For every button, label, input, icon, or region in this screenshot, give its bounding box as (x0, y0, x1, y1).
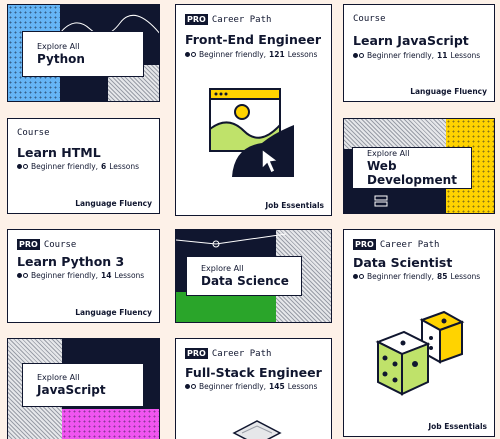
card-type-row: PRO Course (17, 239, 76, 250)
card-type-row: PRO Career Path (185, 348, 271, 359)
difficulty-label: Beginner friendly, (199, 382, 267, 391)
catalog-card-learn-html[interactable]: Course Learn HTML Beginner friendly, 6 L… (7, 118, 160, 214)
dice-icon (375, 310, 465, 396)
difficulty-label: Beginner friendly, (367, 51, 435, 60)
pro-badge: PRO (185, 14, 208, 25)
card-type-row: Course (17, 128, 50, 138)
card-meta: Beginner friendly, 121 Lessons (185, 50, 317, 59)
lessons-count: 145 (269, 382, 285, 391)
explore-category-title: Python (37, 52, 85, 66)
catalog-card-javascript[interactable]: Explore All JavaScript (7, 338, 160, 439)
card-title: Learn Python 3 (17, 254, 125, 269)
difficulty-dots-icon (185, 52, 196, 57)
pro-badge: PRO (17, 239, 40, 250)
card-meta: Beginner friendly, 14 Lessons (17, 271, 144, 280)
explore-category-title: Data Science (201, 274, 289, 288)
difficulty-dots-icon (353, 53, 364, 58)
lessons-count: 11 (437, 51, 448, 60)
lessons-label: Lessons (450, 272, 481, 281)
catalog-card-front-end-engineer[interactable]: PRO Career Path Front-End Engineer Begin… (175, 4, 332, 216)
catalog-card-python[interactable]: Explore All Python (7, 4, 160, 102)
difficulty-label: Beginner friendly, (199, 50, 267, 59)
card-title: Learn JavaScript (353, 33, 469, 48)
card-type-row: PRO Career Path (185, 14, 271, 25)
card-title: Front-End Engineer (185, 32, 321, 47)
explore-all-label: Explore All (37, 373, 80, 382)
difficulty-dots-icon (17, 164, 28, 169)
stack-illustration-icon (232, 420, 282, 439)
card-type-row: PRO Career Path (353, 239, 439, 250)
card-type-label: Course (17, 128, 50, 138)
lessons-label: Lessons (287, 382, 318, 391)
difficulty-dots-icon (185, 384, 196, 389)
lessons-label: Lessons (114, 271, 145, 280)
card-type-label: Course (353, 14, 386, 24)
cursor-over-image-icon (209, 88, 294, 177)
card-footer-label: Language Fluency (75, 308, 152, 317)
lessons-count: 14 (101, 271, 112, 280)
card-type-row: Course (353, 14, 386, 24)
difficulty-dots-icon (17, 273, 28, 278)
card-footer-label: Job Essentials (265, 201, 324, 210)
lessons-count: 6 (101, 162, 107, 171)
card-meta: Beginner friendly, 145 Lessons (185, 382, 317, 391)
difficulty-label: Beginner friendly, (367, 272, 435, 281)
difficulty-label: Beginner friendly, (31, 162, 99, 171)
card-type-label: Career Path (211, 14, 272, 25)
lessons-label: Lessons (450, 51, 481, 60)
lessons-count: 121 (269, 50, 285, 59)
catalog-card-learn-javascript[interactable]: Course Learn JavaScript Beginner friendl… (343, 4, 495, 102)
difficulty-dots-icon (353, 274, 364, 279)
difficulty-label: Beginner friendly, (31, 271, 99, 280)
card-type-label: Career Path (211, 348, 272, 359)
card-type-label: Course (43, 239, 77, 250)
card-title: Data Scientist (353, 255, 453, 270)
lessons-count: 85 (437, 272, 448, 281)
pro-badge: PRO (185, 348, 208, 359)
explore-all-label: Explore All (37, 42, 80, 51)
card-title: Learn HTML (17, 145, 101, 160)
card-footer-label: Language Fluency (410, 87, 487, 96)
card-meta: Beginner friendly, 85 Lessons (353, 272, 480, 281)
card-footer-label: Job Essentials (428, 422, 487, 431)
explore-all-label: Explore All (201, 264, 244, 273)
card-meta: Beginner friendly, 6 Lessons (17, 162, 139, 171)
pro-badge: PRO (353, 239, 376, 250)
card-type-label: Career Path (379, 239, 440, 250)
explore-category-title: JavaScript (37, 383, 106, 397)
catalog-card-data-science[interactable]: Explore All Data Science (175, 229, 332, 323)
card-meta: Beginner friendly, 11 Lessons (353, 51, 480, 60)
lessons-label: Lessons (287, 50, 318, 59)
lessons-label: Lessons (109, 162, 139, 171)
layers-icon (374, 195, 388, 207)
catalog-card-web-development[interactable]: Explore All Web Development (343, 118, 495, 214)
explore-label-box: Explore All Data Science (186, 256, 302, 296)
explore-category-title: Web Development (367, 159, 457, 187)
explore-all-label: Explore All (367, 149, 410, 158)
card-footer-label: Language Fluency (75, 199, 152, 208)
catalog-card-full-stack-engineer[interactable]: PRO Career Path Full-Stack Engineer Begi… (175, 338, 332, 439)
explore-label-box: Explore All Web Development (352, 147, 472, 189)
catalog-card-learn-python-3[interactable]: PRO Course Learn Python 3 Beginner frien… (7, 229, 160, 323)
catalog-card-data-scientist[interactable]: PRO Career Path Data Scientist Beginner … (343, 229, 495, 437)
explore-label-box: Explore All Python (22, 31, 144, 77)
explore-label-box: Explore All JavaScript (22, 363, 144, 407)
card-title: Full-Stack Engineer (185, 365, 322, 380)
